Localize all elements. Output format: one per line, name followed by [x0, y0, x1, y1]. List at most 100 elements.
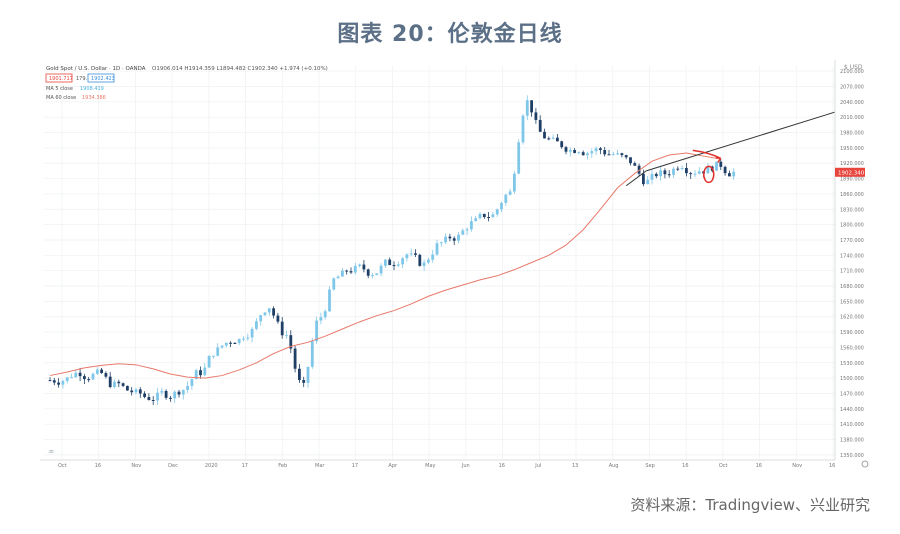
candle-body	[461, 230, 465, 235]
candle-body	[693, 173, 697, 175]
candle-body	[577, 152, 581, 154]
candle-body	[332, 278, 336, 290]
time-tick-label: 16	[756, 463, 762, 469]
candle-body	[276, 315, 280, 322]
candle-body	[341, 270, 344, 277]
tradingview-logo-icon: ♒	[48, 448, 54, 456]
candle-body	[186, 385, 189, 390]
candle-body	[242, 338, 245, 340]
time-tick-label: Jun	[461, 463, 470, 469]
candle-body	[422, 262, 426, 266]
candle-body	[590, 151, 594, 154]
time-tick-label: Jul	[534, 463, 541, 469]
candle-body	[650, 173, 654, 180]
candle-body	[224, 342, 228, 346]
candle-body	[233, 342, 237, 344]
candle-body	[285, 335, 288, 337]
buy-button[interactable]	[87, 73, 115, 83]
candle-body	[504, 194, 508, 203]
price-tick-label: 1590.000	[840, 330, 864, 336]
candle-body	[530, 100, 533, 113]
price-tick-label: 1740.000	[840, 253, 864, 259]
candle-body	[732, 171, 736, 177]
candle-body	[323, 311, 327, 318]
time-tick-label: Nov	[131, 463, 141, 469]
candle-body	[487, 217, 490, 219]
candle-body	[371, 275, 374, 277]
price-tick-label: 1350.000	[840, 453, 864, 459]
ma5-label: MA 5 close	[46, 86, 73, 92]
candle-body	[633, 163, 637, 166]
buy-price: 1902.423	[91, 76, 115, 82]
price-tick-label: 1710.000	[840, 269, 864, 275]
time-tick-label: Oct	[58, 463, 67, 469]
candle-body	[470, 221, 473, 230]
candle-series	[48, 95, 736, 405]
price-tick-label: 1680.000	[840, 284, 864, 290]
candle-body	[199, 370, 202, 376]
candle-body	[478, 213, 482, 219]
candle-body	[366, 269, 370, 276]
candle-body	[336, 276, 340, 279]
candle-body	[319, 317, 323, 321]
candle-body	[603, 150, 607, 155]
candle-body	[543, 131, 546, 139]
candle-body	[194, 370, 198, 380]
candle-body	[513, 173, 516, 192]
candle-body	[667, 174, 671, 176]
candle-body	[147, 397, 151, 400]
time-tick-label: 17	[242, 463, 248, 469]
candle-body	[203, 367, 207, 376]
price-tick-label: 1800.000	[840, 223, 864, 229]
candle-body	[74, 372, 78, 378]
price-tick-label: 1860.000	[840, 192, 864, 198]
settings-gear-icon[interactable]	[861, 460, 869, 468]
time-tick-label: Nov	[792, 463, 802, 469]
time-tick-label: Aug	[609, 463, 619, 469]
price-axis-labels: 2100.000 2070.000 2040.000 2010.000 1980.000…	[840, 69, 864, 459]
ma5-value: 1908.419	[80, 86, 104, 92]
candle-body	[362, 264, 366, 270]
price-tick-label: 1530.000	[840, 361, 864, 367]
candle-body	[246, 337, 250, 339]
time-tick-label: Mar	[315, 463, 325, 469]
source-note: 资料来源：Tradingview、兴业研究	[630, 496, 870, 514]
candle-body	[534, 112, 538, 120]
candle-body	[375, 273, 379, 276]
ohlc-readout: O1906.014 H1914.359 L1894.482 C1902.340 …	[152, 66, 328, 72]
time-tick-label: Dec	[168, 463, 178, 469]
price-tick-label: 1620.000	[840, 315, 864, 321]
candle-body	[474, 218, 478, 222]
candle-body	[388, 259, 392, 266]
candle-body	[556, 137, 559, 142]
candle-body	[358, 264, 361, 266]
price-tick-label: 1440.000	[840, 407, 864, 413]
spread-value: 179.7	[76, 76, 90, 82]
price-tick-label: 2040.000	[840, 100, 864, 106]
price-tick-label: 1410.000	[840, 422, 864, 428]
candle-body	[52, 380, 56, 383]
price-tick-label: 2070.000	[840, 84, 864, 90]
support-line	[625, 170, 647, 187]
candle-body	[538, 119, 542, 132]
candle-body	[448, 236, 452, 239]
price-tick-label: 1500.000	[840, 376, 864, 382]
candle-body	[685, 168, 688, 174]
time-tick-label: 16	[499, 463, 505, 469]
candle-body	[689, 173, 693, 175]
candle-body	[220, 345, 224, 348]
candle-body	[181, 389, 185, 395]
price-tick-label: 1830.000	[840, 207, 864, 213]
chart-title: 图表 20：伦敦金日线	[337, 22, 563, 47]
time-tick-label: May	[425, 463, 435, 469]
currency-label: $ USD	[844, 64, 863, 71]
chart-background	[40, 60, 870, 470]
sell-button[interactable]	[45, 73, 73, 83]
symbol-label: Gold Spot / U.S. Dollar · 1D · OANDA	[46, 66, 146, 72]
candle-body	[465, 229, 469, 231]
time-tick-label: Oct	[719, 463, 728, 469]
candle-body	[525, 100, 529, 116]
time-tick-label: Feb	[278, 463, 287, 469]
candle-body	[654, 173, 658, 177]
chart-panel: 2100.000 2070.000 2040.000 2010.000 1980.000…	[40, 60, 870, 470]
